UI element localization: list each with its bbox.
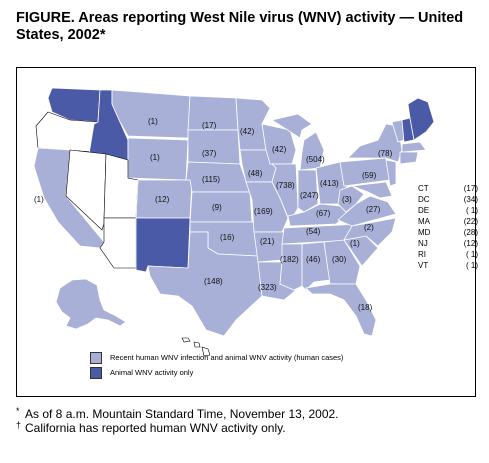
state-fl [305, 283, 377, 337]
label-fl: (18) [358, 303, 373, 312]
small-state-row: RI ( 1) [418, 249, 478, 260]
label-ar: (21) [260, 237, 275, 246]
small-state-count: (12) [463, 239, 478, 248]
legend-item-animal: Animal WNV activity only [90, 365, 420, 380]
state-md [351, 181, 393, 199]
small-state-name: RI [418, 250, 426, 259]
label-wv: (3) [342, 195, 352, 204]
small-state-count: ( 1) [466, 250, 478, 259]
small-state-count: (34) [463, 195, 478, 204]
label-il: (738) [276, 181, 295, 190]
footnote-2-mark: † [16, 420, 22, 430]
label-co: (12) [155, 195, 170, 204]
label-pa: (59) [362, 171, 377, 180]
small-state-count: ( 1) [466, 261, 478, 270]
footnotes: * As of 8 a.m. Mountain Standard Time, N… [16, 406, 476, 435]
small-state-name: VT [418, 261, 429, 270]
label-ok: (16) [220, 233, 235, 242]
legend-item-human: Recent human WNV infection and animal WN… [90, 350, 420, 365]
map-frame [16, 67, 476, 397]
small-state-row: NJ (12) [418, 238, 478, 249]
state-nm [135, 217, 191, 273]
label-in: (247) [300, 191, 319, 200]
label-wy: (1) [150, 153, 160, 162]
label-sd: (37) [202, 149, 217, 158]
footnote-1-mark: * [16, 406, 20, 416]
state-ct [399, 151, 419, 165]
state-ak [55, 278, 127, 330]
state-il [271, 163, 299, 223]
legend-swatch-animal [90, 366, 102, 379]
small-state-count: (17) [463, 184, 478, 193]
label-al: (46) [306, 255, 321, 264]
state-ga [323, 239, 361, 285]
label-wi: (42) [272, 145, 287, 154]
state-az [99, 217, 137, 269]
figure-title: FIGURE. Areas reporting West Nile virus … [16, 10, 464, 43]
label-ks: (9) [212, 203, 222, 212]
small-state-list: CT (17) DC (34) DE ( 1) MA (22) MD (28) NJ (12… [418, 183, 478, 271]
legend-label-animal: Animal WNV activity only [110, 368, 194, 377]
state-tx [147, 231, 263, 337]
small-state-name: DC [418, 195, 430, 204]
label-sc: (1) [350, 239, 360, 248]
small-state-count: (22) [463, 217, 478, 226]
state-nj [385, 159, 397, 187]
label-ca: (1) [34, 195, 44, 204]
label-mi: (504) [306, 155, 325, 164]
label-ia: (48) [248, 169, 263, 178]
state-sd [187, 129, 241, 165]
label-ga: (30) [332, 255, 347, 264]
small-state-name: CT [418, 184, 429, 193]
label-la: (323) [258, 283, 277, 292]
small-state-count: ( 1) [466, 206, 478, 215]
label-ms: (182) [280, 255, 299, 264]
label-ne: (115) [202, 175, 220, 184]
small-state-row: MD (28) [418, 227, 478, 238]
legend-swatch-human [90, 351, 102, 364]
small-state-row: CT (17) [418, 183, 478, 194]
small-state-row: MA (22) [418, 216, 478, 227]
small-state-name: DE [418, 206, 430, 215]
label-tn: (54) [306, 227, 321, 236]
small-state-row: DE ( 1) [418, 205, 478, 216]
state-nc [343, 217, 397, 247]
label-ky: (67) [316, 209, 331, 218]
state-in [297, 169, 319, 213]
small-state-count: (28) [463, 228, 478, 237]
label-ny: (78) [378, 149, 393, 158]
label-mo: (169) [254, 207, 273, 216]
small-state-name: MA [418, 217, 430, 226]
state-nv [65, 149, 107, 231]
legend-label-human: Recent human WNV infection and animal WN… [110, 353, 344, 362]
label-mt: (1) [148, 117, 158, 126]
footnote-1: * As of 8 a.m. Mountain Standard Time, N… [16, 406, 476, 421]
label-mn: (42) [240, 127, 255, 136]
small-state-row: DC (34) [418, 194, 478, 205]
state-me [407, 97, 435, 141]
small-state-name: MD [418, 228, 431, 237]
state-hi [181, 337, 211, 357]
footnote-1-text: As of 8 a.m. Mountain Standard Time, Nov… [25, 407, 339, 421]
label-oh: (413) [320, 179, 339, 188]
label-tx: (148) [204, 277, 223, 286]
footnote-2: † California has reported human WNV acti… [16, 420, 476, 435]
label-nc: (2) [364, 223, 374, 232]
small-state-row: VT ( 1) [418, 260, 478, 271]
footnote-2-text: California has reported human WNV activi… [25, 421, 286, 435]
state-ma [401, 141, 427, 153]
label-nd: (17) [202, 121, 217, 130]
small-state-name: NJ [418, 239, 428, 248]
map-legend: Recent human WNV infection and animal WN… [90, 350, 420, 380]
label-va: (27) [366, 205, 381, 214]
state-ms [279, 243, 303, 291]
